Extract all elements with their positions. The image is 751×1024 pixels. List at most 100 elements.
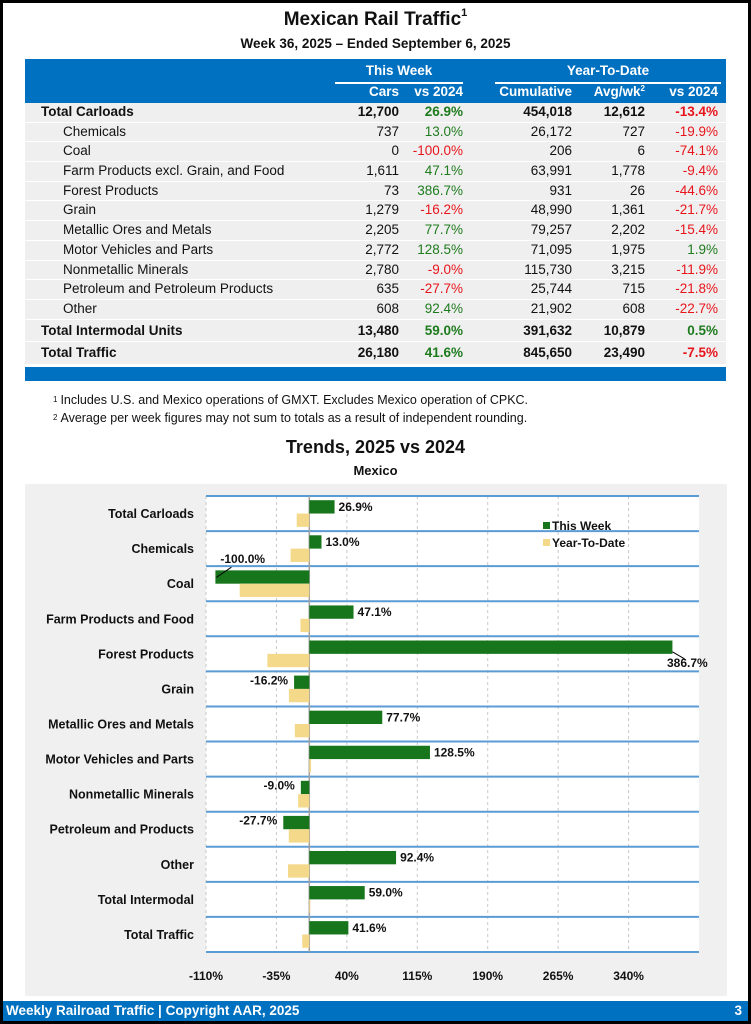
legend-label-year-to-date: Year-To-Date	[552, 536, 625, 550]
cell-cumulative: 26,172	[530, 123, 572, 139]
cell-vs-ytd: -21.8%	[675, 281, 718, 297]
cell-vs-week: 47.1%	[424, 163, 463, 179]
cell-cumulative: 79,257	[530, 222, 572, 238]
row-label: Grain	[63, 202, 97, 218]
cell-cars: 12,700	[357, 104, 399, 119]
cell-cumulative: 71,095	[530, 241, 572, 257]
category-label: Coal	[167, 577, 194, 591]
table-body: Total Carloads 12,700 26.9% 454,018 12,612 -1…	[25, 103, 726, 365]
table-row: Total Carloads 12,700 26.9% 454,018 12,612 -1…	[25, 103, 726, 123]
bar-this-week	[309, 500, 335, 514]
bar-this-week	[309, 886, 365, 900]
cell-cars: 737	[376, 123, 399, 139]
cell-avg-wk: 608	[622, 300, 645, 316]
data-label-this-week: 59.0%	[369, 886, 403, 900]
cell-vs-ytd: -9.4%	[682, 163, 718, 179]
bar-this-week	[309, 535, 322, 549]
row-label: Metallic Ores and Metals	[63, 222, 212, 238]
cell-vs-week: 128.5%	[417, 241, 463, 257]
chart-subtitle: Mexico	[353, 463, 398, 478]
cell-vs-week: 386.7%	[417, 182, 463, 198]
table-row: Chemicals 737 13.0% 26,172 727 -19.9%	[25, 122, 726, 143]
cell-cars: 26,180	[357, 345, 399, 361]
table-row: Farm Products excl. Grain, and Food 1,611…	[25, 162, 726, 182]
data-label-this-week: -27.7%	[239, 814, 277, 828]
data-label-this-week: -100.0%	[220, 552, 265, 566]
cell-avg-wk: 1,975	[611, 241, 645, 257]
data-label-this-week: 128.5%	[434, 745, 475, 759]
row-label: Farm Products excl. Grain, and Food	[63, 163, 285, 179]
cell-vs-week: 13.0%	[424, 123, 463, 139]
cell-avg-wk: 10,879	[603, 322, 645, 338]
footnote-1: 1 Includes U.S. and Mexico operations of …	[53, 393, 529, 407]
category-label: Petroleum and Products	[50, 823, 195, 837]
cell-cars: 0	[391, 143, 399, 159]
cell-vs-ytd: -19.9%	[675, 123, 718, 139]
cell-cumulative: 454,018	[523, 104, 572, 119]
cell-cumulative: 21,902	[530, 300, 572, 316]
bar-year-to-date	[239, 583, 310, 598]
x-tick-label: -35%	[262, 969, 290, 983]
col-vs-2024-ytd: vs 2024	[669, 84, 718, 99]
table-row: Grain 1,279 -16.2% 48,990 1,361 -21.7%	[25, 201, 726, 222]
data-label-this-week: 26.9%	[339, 500, 373, 514]
cell-cumulative: 25,744	[530, 281, 572, 297]
row-label: Nonmetallic Minerals	[63, 261, 189, 277]
bar-year-to-date	[300, 618, 310, 633]
category-label: Chemicals	[131, 542, 194, 556]
bar-this-week	[294, 675, 310, 689]
legend-label-this-week: This Week	[552, 519, 611, 533]
cell-avg-wk: 3,215	[611, 261, 645, 277]
cell-vs-week: 26.9%	[424, 104, 463, 119]
category-label: Other	[161, 858, 194, 872]
page-subtitle: Week 36, 2025 – Ended September 6, 2025	[240, 36, 511, 51]
chart-title: Trends, 2025 vs 2024	[285, 437, 466, 457]
bar-this-week	[309, 640, 673, 654]
cell-vs-ytd: -15.4%	[675, 222, 718, 238]
bar-year-to-date	[298, 794, 310, 808]
category-label: Nonmetallic Minerals	[69, 788, 194, 802]
x-tick-label: -110%	[189, 969, 223, 983]
x-tick-label: 40%	[335, 969, 359, 983]
x-tick-label: 190%	[472, 969, 503, 983]
cell-cumulative: 845,650	[523, 345, 572, 361]
table-footer-bar	[25, 366, 726, 381]
traffic-table: This Week Year-To-Date Cars vs 2024 Cumu…	[25, 59, 726, 381]
row-label: Total Carloads	[41, 104, 134, 119]
page-title: Mexican Rail Traffic1	[283, 7, 468, 30]
data-label-this-week: 77.7%	[386, 710, 420, 724]
cell-vs-ytd: 1.9%	[687, 241, 718, 257]
table-row: Metallic Ores and Metals 2,205 77.7% 79,257…	[25, 221, 726, 241]
page-number: 3	[734, 1003, 742, 1018]
row-label: Petroleum and Petroleum Products	[63, 281, 274, 297]
cell-cars: 13,480	[357, 322, 399, 338]
cell-avg-wk: 1,778	[611, 163, 645, 179]
cell-vs-week: 77.7%	[424, 222, 463, 238]
row-label: Forest Products	[63, 182, 159, 198]
footer-copyright: Weekly Railroad Traffic | Copyright AAR,…	[6, 1003, 300, 1018]
cell-vs-week: -16.2%	[420, 202, 463, 218]
plot-area	[206, 496, 699, 952]
bar-year-to-date	[296, 513, 310, 527]
report-page: Mexican Rail Traffic1 Week 36, 2025 – En…	[3, 3, 748, 1021]
table-row: Nonmetallic Minerals 2,780 -9.0% 115,730 3,2…	[25, 260, 726, 281]
cell-cumulative: 115,730	[524, 261, 572, 277]
bar-this-week	[215, 570, 310, 584]
bar-year-to-date	[288, 829, 310, 843]
data-label-leader	[672, 651, 685, 660]
cell-vs-ytd: -7.5%	[682, 345, 718, 361]
cell-cars: 608	[376, 300, 399, 316]
data-label-this-week: 47.1%	[358, 605, 392, 619]
trends-chart: Total Carloads 26.9% Chemicals 13.0% Coal -10…	[25, 484, 727, 996]
bar-year-to-date	[309, 759, 312, 773]
category-label: Farm Products and Food	[46, 612, 194, 626]
bar-this-week	[309, 605, 354, 619]
data-label-this-week: 92.4%	[400, 851, 434, 865]
row-label: Chemicals	[63, 123, 127, 139]
table-header: This Week Year-To-Date Cars vs 2024 Cumu…	[25, 59, 726, 103]
cell-avg-wk: 26	[629, 182, 645, 198]
cell-vs-ytd: -74.1%	[675, 143, 718, 159]
cell-vs-week: 92.4%	[424, 300, 463, 316]
cell-avg-wk: 715	[622, 281, 645, 297]
table-row: Total Traffic 26,180 41.6% 845,650 23,490 -7.…	[25, 342, 726, 365]
